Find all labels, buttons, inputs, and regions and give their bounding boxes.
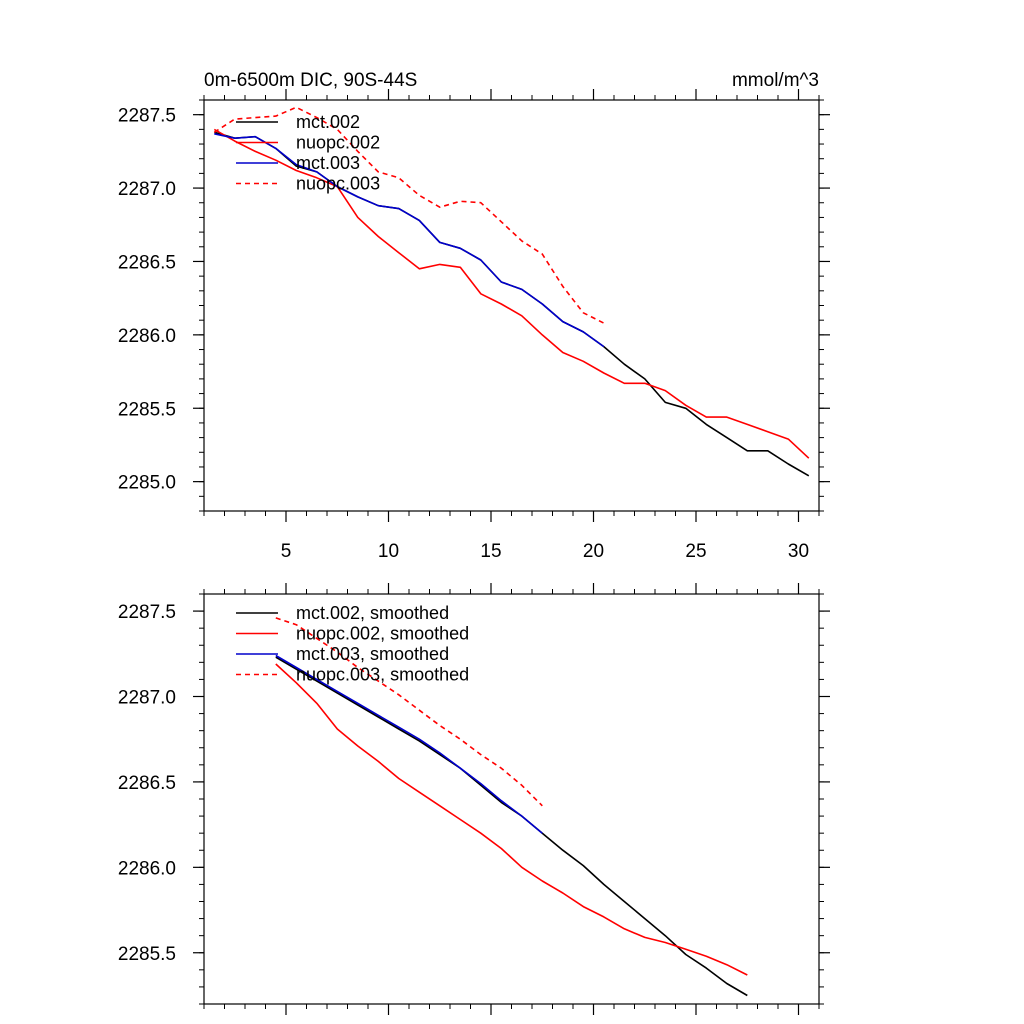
x-tick-label: 10: [378, 541, 399, 562]
x-tick-label: 20: [583, 541, 604, 562]
legend-label: nuopc.003: [296, 174, 380, 194]
series-line-mct-003: [214, 133, 605, 348]
y-tick-label: 2286.0: [118, 326, 176, 347]
y-tick-label: 2287.5: [118, 602, 176, 623]
series-line-nuopc-002-smoothed: [275, 663, 748, 976]
legend-label: nuopc.003, smoothed: [296, 665, 469, 685]
legend-label: mct.003, smoothed: [296, 644, 449, 664]
legend-label: nuopc.002: [296, 133, 380, 153]
y-tick-label: 2285.5: [118, 399, 176, 420]
legend-label: nuopc.002, smoothed: [296, 624, 469, 644]
x-tick-label: 5: [281, 541, 292, 562]
series-line-mct-003-smoothed: [275, 654, 543, 834]
top-panel: 5 10 15 20 25 30 2285.0 2285.5 2286.0 2286.5 2287.…: [118, 89, 830, 562]
bottom-panel: 2285.5 2286.0 2286.5 2287.0 2287.5 mct.002, s…: [118, 583, 830, 1015]
series-line-nuopc-003: [213, 106, 605, 324]
y-tick-label: 2287.0: [118, 179, 176, 200]
x-tick-label: 25: [685, 541, 706, 562]
x-tick-label: 15: [480, 541, 501, 562]
y-tick-label: 2287.0: [118, 688, 176, 709]
series-line-mct-002-smoothed: [275, 656, 748, 997]
y-tick-label: 2285.0: [118, 473, 176, 494]
legend-label: mct.002, smoothed: [296, 603, 449, 623]
units-label: mmol/m^3: [732, 70, 819, 91]
legend-label: mct.003: [296, 153, 360, 173]
y-tick-label: 2285.5: [118, 944, 176, 965]
y-tick-label: 2287.5: [118, 106, 176, 127]
y-tick-label: 2286.5: [118, 252, 176, 273]
chart-title: 0m-6500m DIC, 90S-44S: [204, 70, 417, 91]
y-tick-label: 2286.0: [118, 858, 176, 879]
y-tick-label: 2286.5: [118, 773, 176, 794]
x-tick-label: 30: [788, 541, 809, 562]
legend-label: mct.002: [296, 112, 360, 132]
series-line-nuopc-002: [213, 128, 810, 459]
